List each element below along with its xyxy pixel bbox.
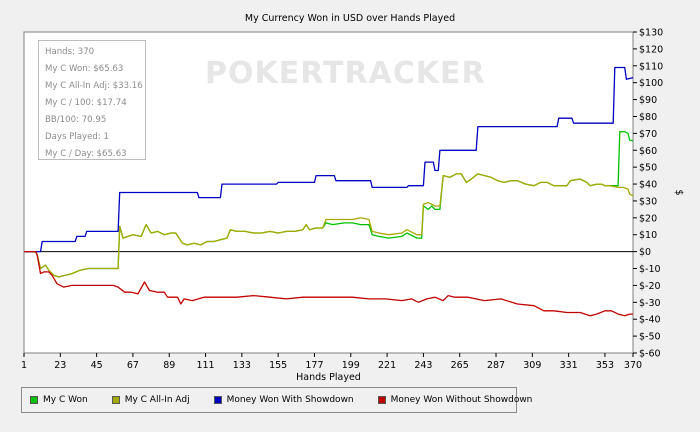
legend-label: Money Won With Showdown <box>226 395 354 405</box>
legend-item[interactable]: My C All-In Adj <box>111 395 190 405</box>
watermark-logo: POKERTRACKER <box>205 56 486 91</box>
y-tick-label: $10 <box>639 230 657 241</box>
y-tick-label: $80 <box>639 112 657 123</box>
series-line-money-won-without-showdown <box>24 250 633 317</box>
series-line-my-c-all-in-adj <box>24 173 634 278</box>
x-axis-label: Hands Played <box>296 372 361 383</box>
chart-title: My Currency Won in USD over Hands Played <box>245 13 455 24</box>
y-tick-label: $-20 <box>639 281 661 292</box>
x-tick-label: 45 <box>91 360 103 371</box>
legend: My C Won My C All-In Adj Money Won With … <box>21 387 532 413</box>
x-tick-label: 111 <box>196 360 214 371</box>
y-tick-label: $30 <box>639 196 657 207</box>
legend-item[interactable]: Money Won Without Showdown <box>377 395 533 405</box>
y-tick-label: $-50 <box>639 332 661 343</box>
stat-days: Days Played: 1 <box>45 132 109 142</box>
y-tick-label: $-40 <box>639 315 661 326</box>
y-tick-label: $130 <box>639 28 663 39</box>
x-tick-label: 353 <box>596 360 614 371</box>
y-tick-label: $110 <box>639 61 663 72</box>
y-tick-label: $-60 <box>639 349 661 360</box>
x-tick-label: 89 <box>163 360 175 371</box>
y-tick-label: $-10 <box>639 264 661 275</box>
x-tick-label: 309 <box>523 360 541 371</box>
y-tick-label: $20 <box>639 213 657 224</box>
stat-per-100: My C / 100: $17.74 <box>45 98 127 108</box>
legend-swatch <box>213 396 222 404</box>
stat-won: My C Won: $65.63 <box>45 64 124 74</box>
stat-bb-100: BB/100: 70.95 <box>45 115 107 125</box>
legend-label: Money Won Without Showdown <box>390 395 533 405</box>
y-tick-label: $90 <box>639 95 657 106</box>
x-tick-label: 67 <box>127 360 139 371</box>
legend-label: My C All-In Adj <box>124 395 190 405</box>
legend-label: My C Won <box>43 395 88 405</box>
x-tick-label: 243 <box>414 360 432 371</box>
stat-per-day: My C / Day: $65.63 <box>45 149 127 159</box>
x-tick-label: 133 <box>233 360 251 371</box>
y-tick-label: $40 <box>639 180 657 191</box>
legend-swatch <box>30 396 38 404</box>
x-tick-label: 199 <box>342 360 360 371</box>
series-line-money-won-with-showdown <box>24 66 634 253</box>
y-tick-label: $-30 <box>639 298 661 309</box>
y-tick-label: $100 <box>639 78 663 89</box>
y-tick-label: $120 <box>639 44 663 55</box>
stats-panel: Hands: 370 My C Won: $65.63 My C All-In … <box>38 40 146 160</box>
y-axis-label: $ <box>673 189 684 195</box>
stat-allin-adj: My C All-In Adj: $33.16 <box>45 81 143 91</box>
legend-swatch <box>377 396 386 404</box>
x-tick-label: 331 <box>560 360 578 371</box>
x-tick-label: 1 <box>21 360 27 371</box>
stat-hands: Hands: 370 <box>45 47 95 57</box>
legend-item[interactable]: My C Won <box>30 395 88 405</box>
y-tick-label: $70 <box>639 129 657 140</box>
x-tick-label: 287 <box>487 360 505 371</box>
legend-swatch <box>111 396 120 404</box>
x-tick-label: 23 <box>54 360 66 371</box>
x-tick-label: 221 <box>378 360 396 371</box>
y-tick-label: $60 <box>639 146 657 157</box>
legend-item[interactable]: Money Won With Showdown <box>213 395 354 405</box>
x-tick-label: 155 <box>269 360 287 371</box>
y-tick-label: $50 <box>639 163 657 174</box>
x-tick-label: 370 <box>624 360 642 371</box>
y-tick-label: $0 <box>639 247 651 258</box>
x-tick-label: 265 <box>451 360 469 371</box>
x-tick-label: 177 <box>305 360 323 371</box>
